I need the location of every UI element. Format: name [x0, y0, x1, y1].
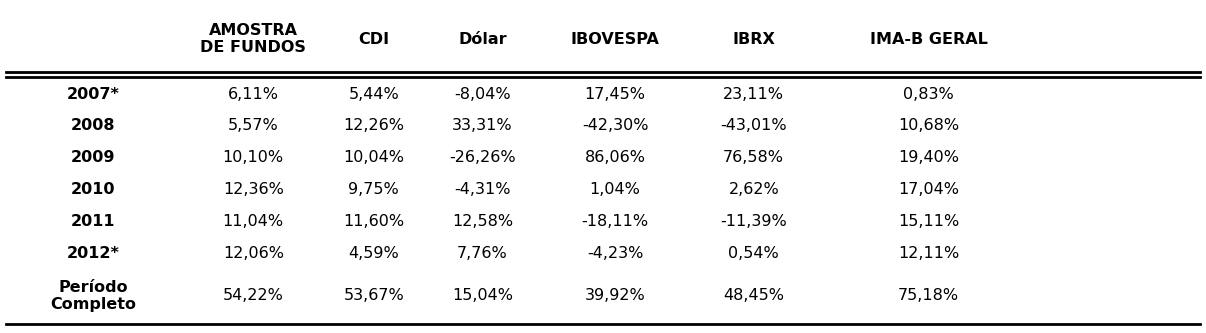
Text: 12,06%: 12,06%	[223, 246, 283, 261]
Text: 2,62%: 2,62%	[728, 182, 779, 197]
Text: 12,11%: 12,11%	[898, 246, 959, 261]
Text: 12,26%: 12,26%	[344, 119, 404, 134]
Text: 12,36%: 12,36%	[223, 182, 283, 197]
Text: Período
Completo: Período Completo	[49, 280, 136, 312]
Text: -42,30%: -42,30%	[581, 119, 649, 134]
Text: 53,67%: 53,67%	[344, 288, 404, 303]
Text: 23,11%: 23,11%	[724, 87, 784, 102]
Text: 2012*: 2012*	[66, 246, 119, 261]
Text: 2008: 2008	[71, 119, 115, 134]
Text: Dólar: Dólar	[458, 32, 507, 47]
Text: 2007*: 2007*	[66, 87, 119, 102]
Text: 11,04%: 11,04%	[223, 214, 283, 229]
Text: 1,04%: 1,04%	[590, 182, 640, 197]
Text: 11,60%: 11,60%	[344, 214, 404, 229]
Text: 2009: 2009	[71, 151, 115, 166]
Text: 19,40%: 19,40%	[898, 151, 959, 166]
Text: 75,18%: 75,18%	[898, 288, 959, 303]
Text: 2010: 2010	[71, 182, 115, 197]
Text: -4,31%: -4,31%	[455, 182, 510, 197]
Text: 10,10%: 10,10%	[223, 151, 283, 166]
Text: 15,11%: 15,11%	[898, 214, 959, 229]
Text: AMOSTRA
DE FUNDOS: AMOSTRA DE FUNDOS	[200, 23, 306, 55]
Text: -8,04%: -8,04%	[455, 87, 510, 102]
Text: IMA-B GERAL: IMA-B GERAL	[870, 32, 988, 47]
Text: 54,22%: 54,22%	[223, 288, 283, 303]
Text: 10,04%: 10,04%	[344, 151, 404, 166]
Text: -26,26%: -26,26%	[449, 151, 516, 166]
Text: 5,57%: 5,57%	[228, 119, 279, 134]
Text: 2011: 2011	[71, 214, 115, 229]
Text: 39,92%: 39,92%	[585, 288, 645, 303]
Text: -11,39%: -11,39%	[720, 214, 788, 229]
Text: 12,58%: 12,58%	[452, 214, 513, 229]
Text: 0,83%: 0,83%	[903, 87, 954, 102]
Text: CDI: CDI	[358, 32, 390, 47]
Text: 86,06%: 86,06%	[585, 151, 645, 166]
Text: 76,58%: 76,58%	[724, 151, 784, 166]
Text: -18,11%: -18,11%	[581, 214, 649, 229]
Text: 6,11%: 6,11%	[228, 87, 279, 102]
Text: 15,04%: 15,04%	[452, 288, 513, 303]
Text: 33,31%: 33,31%	[452, 119, 513, 134]
Text: -43,01%: -43,01%	[720, 119, 788, 134]
Text: 9,75%: 9,75%	[349, 182, 399, 197]
Text: 10,68%: 10,68%	[898, 119, 959, 134]
Text: 48,45%: 48,45%	[724, 288, 784, 303]
Text: IBOVESPA: IBOVESPA	[570, 32, 660, 47]
Text: IBRX: IBRX	[732, 32, 775, 47]
Text: 17,45%: 17,45%	[585, 87, 645, 102]
Text: 5,44%: 5,44%	[349, 87, 399, 102]
Text: -4,23%: -4,23%	[587, 246, 643, 261]
Text: 7,76%: 7,76%	[457, 246, 508, 261]
Text: 0,54%: 0,54%	[728, 246, 779, 261]
Text: 4,59%: 4,59%	[349, 246, 399, 261]
Text: 17,04%: 17,04%	[898, 182, 959, 197]
